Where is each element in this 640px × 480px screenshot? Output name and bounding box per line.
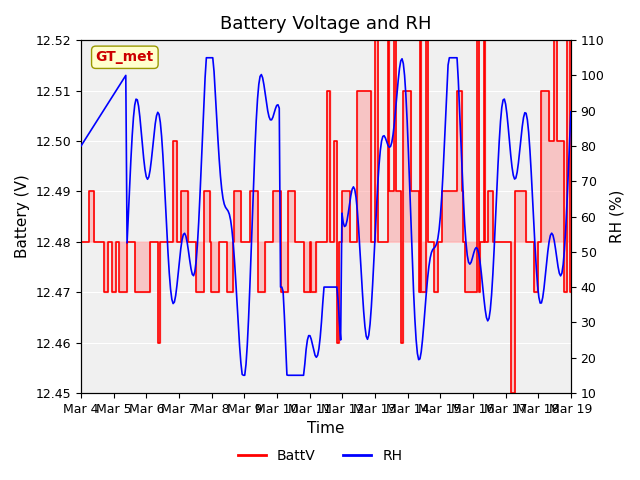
Y-axis label: Battery (V): Battery (V) <box>15 175 30 258</box>
Title: Battery Voltage and RH: Battery Voltage and RH <box>220 15 432 33</box>
Y-axis label: RH (%): RH (%) <box>610 190 625 243</box>
Legend: BattV, RH: BattV, RH <box>232 443 408 468</box>
X-axis label: Time: Time <box>307 421 345 436</box>
Text: GT_met: GT_met <box>96 50 154 64</box>
